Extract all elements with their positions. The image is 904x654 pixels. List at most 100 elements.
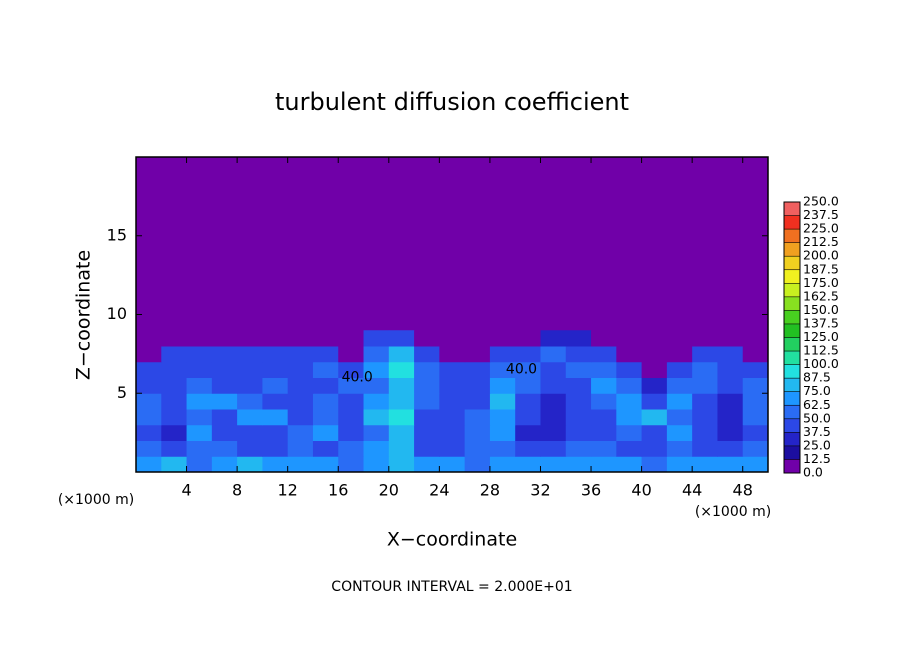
cell [414,330,440,347]
cell [540,330,567,347]
cell [338,393,365,410]
cell [439,393,466,410]
x-tick-label: 28 [480,481,500,500]
cell [338,361,365,378]
cell [312,361,339,378]
cell [237,456,263,473]
colorbar-swatch [784,364,800,379]
cell [237,346,263,363]
cell [211,424,238,441]
cell [641,361,668,378]
colorbar-swatch [784,445,800,460]
cell [439,424,466,441]
colorbar-swatch [784,229,800,243]
cell [489,409,516,426]
cell [616,330,643,347]
cell [742,424,769,441]
cell [237,377,263,394]
cell [186,377,213,394]
cell [136,377,162,394]
cell [692,440,718,457]
cell [717,456,744,473]
colorbar-swatch [784,242,800,257]
cell [540,440,567,457]
cell [388,346,415,363]
cell [287,346,314,363]
cell [692,456,718,473]
cell [363,440,390,457]
cell [666,393,693,410]
cell [641,377,668,394]
cell [136,409,162,426]
colorbar-label: 212.5 [803,234,839,249]
cell [186,361,213,378]
cell [666,424,693,441]
cell [515,424,541,441]
cell [338,424,365,441]
y-axis-label: Z−coordinate [73,250,95,380]
cell [287,440,314,457]
cell [742,409,769,426]
cell [489,346,516,363]
cell [161,330,188,347]
colorbar-swatch [784,378,800,392]
cell [388,330,415,347]
cell [439,330,466,347]
cell [414,361,440,378]
cell [717,424,744,441]
cell [186,330,213,347]
x-tick-label: 4 [181,481,191,500]
cell [616,424,643,441]
cell [464,424,491,441]
cell [237,361,263,378]
cell [591,456,617,473]
colorbar-swatch [784,283,800,297]
cell [717,377,744,394]
cell [363,377,390,394]
cell [616,456,643,473]
cell [666,330,693,347]
cell [262,456,289,473]
cell [414,456,440,473]
cell [237,409,263,426]
cell [591,330,617,347]
cell [338,440,365,457]
cell [641,456,668,473]
x-tick-label: 32 [530,481,550,500]
cell [666,361,693,378]
cell [388,456,415,473]
cell [161,440,188,457]
cell [414,409,440,426]
colorbar-swatch [784,405,800,419]
cell [338,330,365,347]
cell [287,330,314,347]
cell [161,409,188,426]
cell [388,361,415,378]
colorbar-swatch [784,418,800,433]
cell [287,393,314,410]
cell [591,377,617,394]
cell [388,393,415,410]
colorbar-swatch [784,391,800,406]
cell [414,393,440,410]
cell [666,440,693,457]
cell [363,409,390,426]
cell [565,361,592,378]
cell [565,424,592,441]
colorbar-swatch [784,256,800,270]
cell [565,456,592,473]
cell [186,346,213,363]
cell [287,361,314,378]
cell [211,456,238,473]
cell [161,346,188,363]
cell [388,377,415,394]
cell [489,456,516,473]
cell [161,361,188,378]
cell [287,377,314,394]
cell [312,393,339,410]
cell [262,330,289,347]
cell [641,346,668,363]
cell [464,440,491,457]
cell [641,440,668,457]
cell [540,456,567,473]
